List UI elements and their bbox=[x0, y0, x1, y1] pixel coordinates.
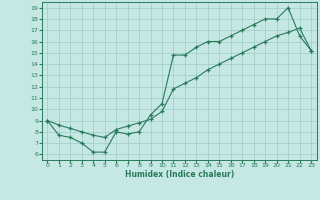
X-axis label: Humidex (Indice chaleur): Humidex (Indice chaleur) bbox=[124, 170, 234, 179]
